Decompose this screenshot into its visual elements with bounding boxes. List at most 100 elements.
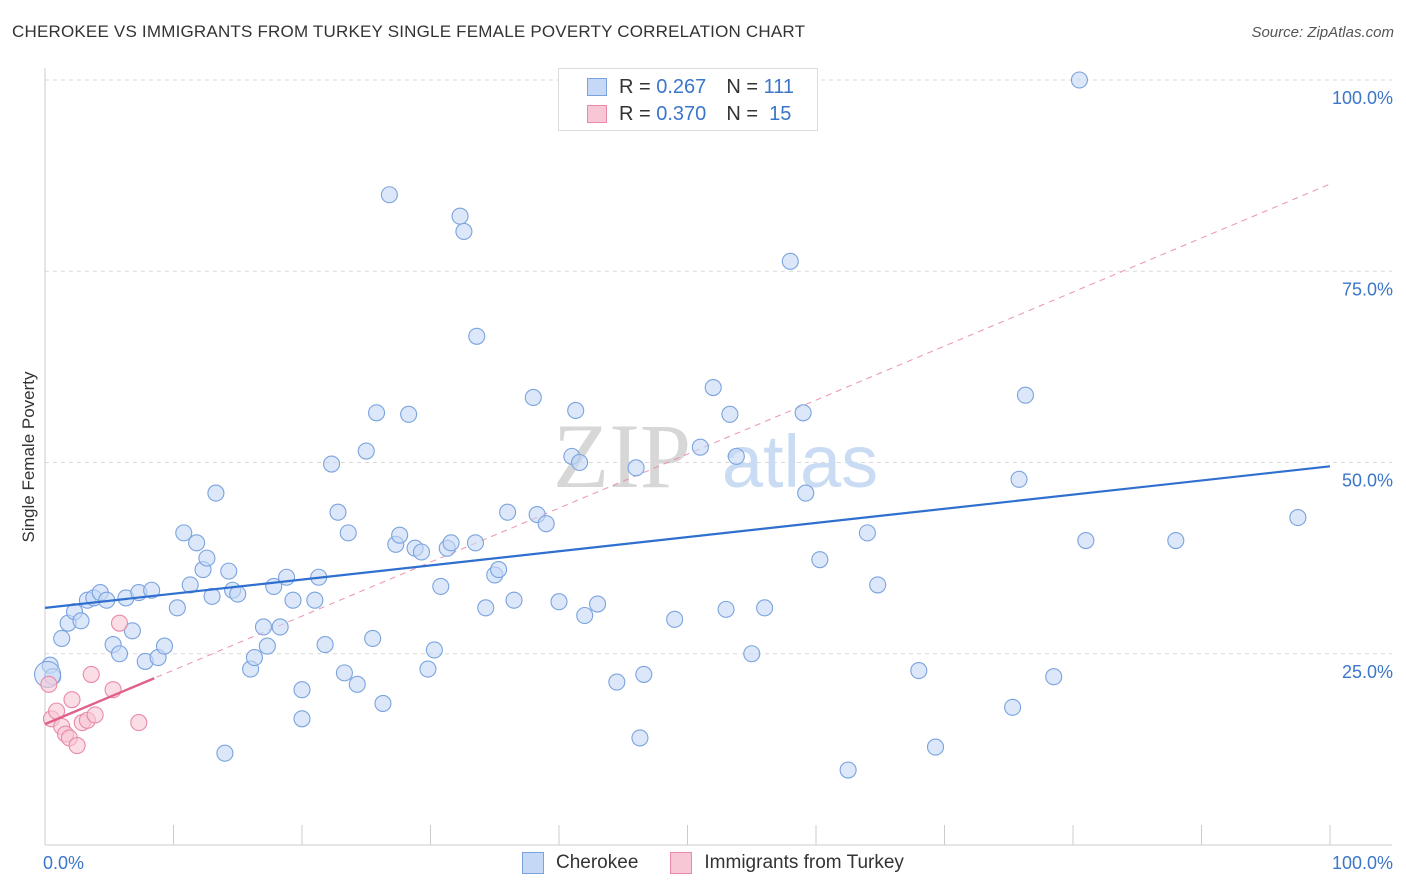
y-tick-labels: 25.0% 50.0% 75.0% 100.0% xyxy=(1332,88,1393,682)
cherokee-point-16 xyxy=(143,581,161,599)
cherokee-point-97 xyxy=(811,551,829,569)
cherokee-point-48 xyxy=(348,675,366,693)
cherokee-point-89 xyxy=(717,600,735,618)
cherokee-point-67 xyxy=(468,327,486,345)
cherokee-point-43 xyxy=(316,636,334,654)
turkey-point-10 xyxy=(82,665,100,683)
cherokee-point-76 xyxy=(550,593,568,611)
cherokee-point-32 xyxy=(245,649,264,667)
cherokee-point-105 xyxy=(1016,386,1035,404)
series-legend-turkey: Immigrants from Turkey xyxy=(670,852,904,874)
y-tick-label-75: 75.0% xyxy=(1342,279,1393,299)
cherokee-point-66 xyxy=(466,534,485,552)
cherokee-point-33 xyxy=(254,618,273,636)
y-tick-label-25: 25.0% xyxy=(1342,662,1393,682)
cherokee-point-107 xyxy=(1070,71,1088,89)
cherokee-point-103 xyxy=(1004,698,1022,716)
cherokee-point-96 xyxy=(797,484,815,502)
turkey-point-7 xyxy=(68,736,86,755)
cherokee-point-92 xyxy=(743,645,761,663)
cherokee-point-101 xyxy=(910,662,928,680)
cherokee-point-79 xyxy=(571,453,589,472)
cherokee-point-108 xyxy=(1077,531,1095,550)
watermark: ZIP atlas xyxy=(553,405,878,507)
cherokee-point-11 xyxy=(110,645,129,663)
cherokee-point-50 xyxy=(364,629,382,648)
turkey-r-value: 0.370 xyxy=(656,102,707,125)
turkey-trend-line xyxy=(44,677,155,726)
cherokee-point-106 xyxy=(1045,668,1063,686)
cherokee-point-60 xyxy=(425,641,443,659)
cherokee-point-49 xyxy=(357,442,375,460)
cherokee-point-75 xyxy=(537,515,555,533)
series-legend-cherokee: Cherokee xyxy=(522,852,638,874)
cherokee-point-2 xyxy=(53,629,71,648)
turkey-point-14 xyxy=(130,714,148,732)
cherokee-point-90 xyxy=(721,405,739,423)
cherokee-point-81 xyxy=(588,595,607,613)
cherokee-point-46 xyxy=(335,664,353,682)
turkey-trend-dashed xyxy=(44,183,1331,725)
cherokee-point-40 xyxy=(293,710,311,728)
cherokee-point-68 xyxy=(477,599,495,617)
cherokee-point-85 xyxy=(635,665,653,683)
cherokee-swatch xyxy=(587,78,607,96)
cherokee-point-13 xyxy=(123,622,141,640)
turkey-point-11 xyxy=(86,706,104,724)
x-tick-label-min: 0.0% xyxy=(43,853,84,873)
legend-row-cherokee: R = 0.267 N = 111 xyxy=(587,75,794,99)
cherokee-point-95 xyxy=(794,404,812,422)
cherokee-point-27 xyxy=(216,744,234,762)
cherokee-point-41 xyxy=(306,591,324,609)
turkey-legend-label: Immigrants from Turkey xyxy=(704,852,904,873)
cherokee-point-98 xyxy=(839,761,857,779)
turkey-n-label: N = xyxy=(726,102,758,125)
cherokee-n-value: 111 xyxy=(763,75,794,98)
trend-lines xyxy=(44,465,1331,726)
cherokee-r-label: R = xyxy=(619,75,651,98)
cherokee-point-80 xyxy=(576,606,594,625)
axes xyxy=(44,68,1392,846)
y-tick-label-100: 100.0% xyxy=(1332,88,1393,108)
correlation-legend: R = 0.267 N = 111 R = 0.370 N = 15 xyxy=(558,68,818,131)
cherokee-r-value: 0.267 xyxy=(656,75,707,98)
cherokee-point-100 xyxy=(869,576,887,594)
cherokee-point-58 xyxy=(412,543,431,561)
cherokee-legend-label: Cherokee xyxy=(556,852,639,873)
turkey-r-label: R = xyxy=(619,102,651,125)
chart-title: CHEROKEE VS IMMIGRANTS FROM TURKEY SINGL… xyxy=(12,22,806,41)
cherokee-legend-swatch xyxy=(522,852,544,874)
cherokee-point-26 xyxy=(207,484,225,502)
cherokee-point-19 xyxy=(168,599,186,617)
cherokee-point-56 xyxy=(400,405,418,423)
turkey-n-value: 15 xyxy=(769,102,792,125)
cherokee-point-51 xyxy=(367,404,386,422)
cherokee-point-93 xyxy=(756,599,774,617)
cherokee-point-18 xyxy=(155,637,174,655)
turkey-point-6 xyxy=(63,691,81,709)
cherokee-trend-line xyxy=(44,465,1331,609)
cherokee-point-72 xyxy=(505,591,523,609)
gridlines xyxy=(45,79,1392,655)
turkey-legend-swatch xyxy=(670,852,693,874)
cherokee-point-94 xyxy=(781,252,799,270)
cherokee-point-61 xyxy=(432,577,450,595)
cherokee-point-104 xyxy=(1010,470,1028,488)
cherokee-point-34 xyxy=(258,637,276,655)
cherokee-point-83 xyxy=(627,459,645,477)
cherokee-point-73 xyxy=(524,388,542,407)
cherokee-point-47 xyxy=(339,524,357,542)
cherokee-point-52 xyxy=(374,694,392,713)
cherokee-point-102 xyxy=(926,738,945,756)
cherokee-point-20 xyxy=(175,524,193,542)
cherokee-point-39 xyxy=(293,681,311,699)
cherokee-point-30 xyxy=(229,585,247,603)
cherokee-point-36 xyxy=(271,618,289,636)
turkey-point-13 xyxy=(110,614,129,632)
cherokee-point-63 xyxy=(442,534,460,552)
cherokee-point-55 xyxy=(391,526,409,544)
cherokee-n-label: N = xyxy=(726,75,758,98)
cherokee-point-64 xyxy=(451,207,469,225)
cherokee-point-87 xyxy=(691,438,709,456)
